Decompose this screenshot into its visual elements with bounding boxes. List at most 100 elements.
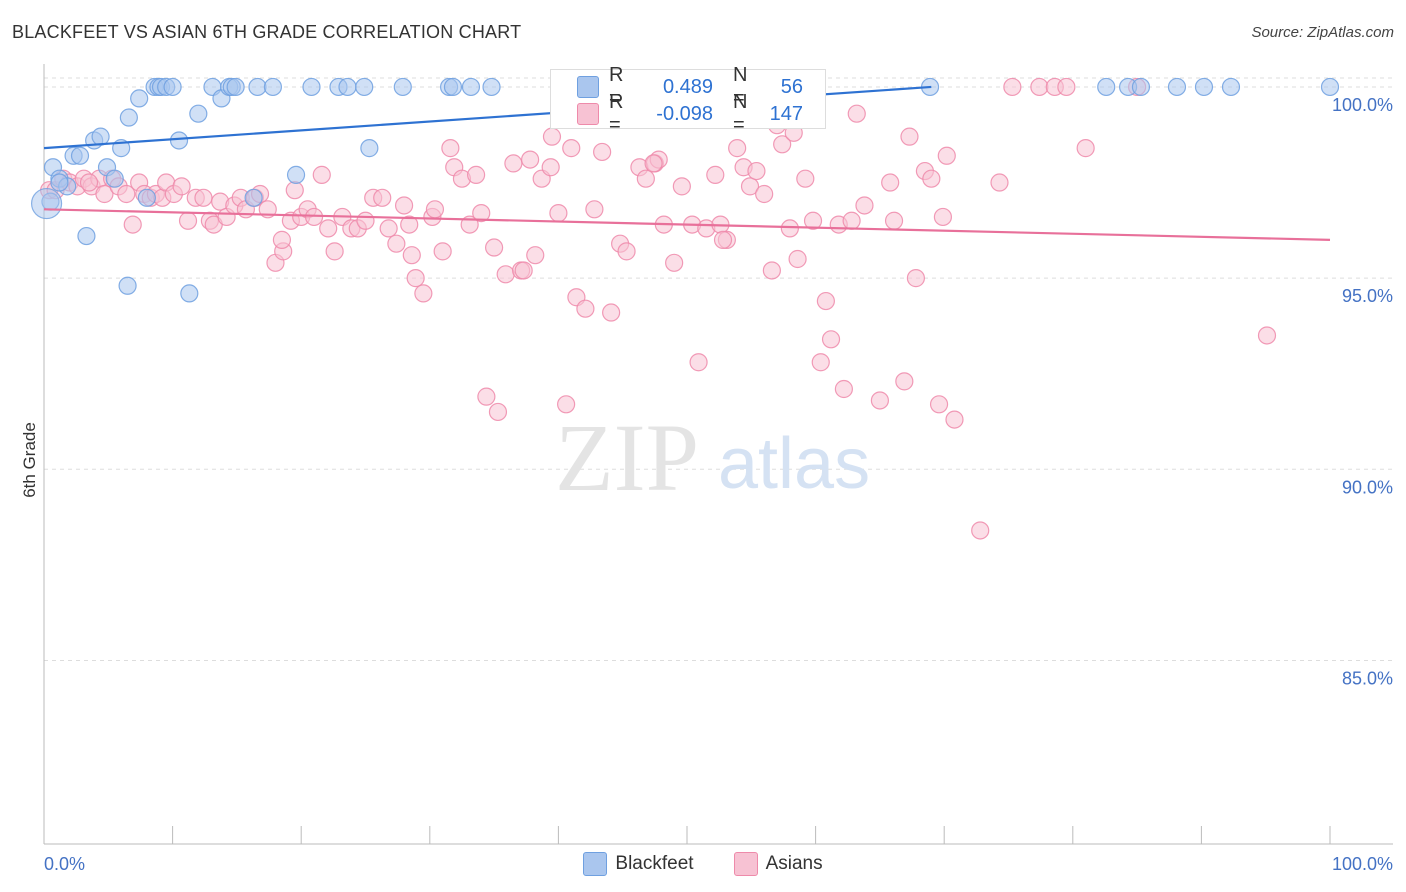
asians-point	[881, 173, 900, 192]
blackfeet-point	[77, 226, 96, 246]
asians-point	[1030, 77, 1049, 97]
asians-point	[895, 372, 914, 391]
blackfeet-point	[355, 77, 374, 97]
blackfeet-point	[248, 77, 267, 97]
asians-point	[285, 181, 304, 200]
stats-n-value: 56	[780, 75, 803, 98]
blackfeet-point	[360, 139, 379, 158]
asians-point	[425, 200, 445, 219]
asians-point	[593, 142, 612, 162]
stats-swatch-asians	[577, 103, 599, 125]
asians-point	[79, 173, 99, 192]
blackfeet-point	[1320, 77, 1340, 97]
blackfeet-point	[1221, 77, 1241, 97]
asians-point	[414, 284, 433, 303]
stats-n-label: N =	[733, 64, 748, 109]
x-tick-label-max: 100.0%	[1332, 854, 1393, 874]
asians-point	[477, 387, 496, 406]
blackfeet-point	[169, 131, 189, 150]
asians-point	[945, 410, 964, 429]
blackfeet-point	[482, 77, 501, 97]
asians-point	[884, 211, 904, 230]
asians-point	[496, 265, 515, 284]
asians-point	[95, 184, 114, 204]
blackfeet-point	[338, 77, 357, 97]
blackfeet-point	[226, 77, 245, 97]
legend-swatch-blackfeet	[583, 852, 608, 876]
legend: Blackfeet Asians	[0, 852, 1406, 876]
asians-point	[272, 230, 292, 249]
watermark-zip: ZIP	[555, 404, 699, 511]
y-tick-label: 95.0%	[1342, 286, 1393, 306]
y-tick-label: 85.0%	[1342, 668, 1393, 688]
blackfeet-point	[263, 77, 283, 97]
blackfeet-point	[286, 165, 306, 184]
blackfeet-point	[443, 77, 463, 97]
asians-point	[319, 219, 338, 238]
source-note: Source: ZipAtlas.com	[1251, 24, 1394, 41]
legend-item-blackfeet[interactable]: Blackfeet	[583, 852, 694, 876]
asians-point	[706, 165, 725, 184]
blackfeet-point	[1097, 77, 1116, 97]
legend-swatch-asians	[733, 852, 758, 876]
asians-point	[922, 169, 941, 188]
grid-layer	[44, 77, 1393, 661]
asians-point	[504, 154, 523, 173]
blackfeet-point	[130, 89, 149, 108]
blackfeet-point	[50, 173, 69, 192]
asians-point	[762, 261, 781, 280]
blackfeet-point	[30, 187, 63, 220]
legend-label-asians: Asians	[765, 853, 823, 874]
stats-r-label: R =	[609, 64, 624, 109]
blackfeet-point	[461, 77, 481, 97]
asians-point	[796, 169, 815, 188]
blackfeet-point	[70, 146, 90, 165]
stats-box: R = 0.489 N = 56 R = -0.098 N = 147	[550, 64, 826, 136]
asians-point	[488, 402, 508, 422]
asians-point	[576, 299, 595, 318]
asians-point	[773, 135, 792, 154]
asians-point	[1257, 326, 1277, 345]
blackfeet-point	[1194, 77, 1214, 97]
legend-label-blackfeet: Blackfeet	[615, 853, 694, 874]
asians-point	[526, 246, 545, 265]
asians-point	[780, 219, 799, 238]
blackfeet-point	[119, 108, 138, 127]
x-tick-label-min: 0.0%	[44, 854, 85, 874]
stats-swatch-blackfeet	[577, 76, 599, 98]
asians-point	[906, 269, 926, 288]
asians-point	[636, 169, 655, 188]
asians-point	[585, 200, 604, 219]
asians-point	[644, 154, 663, 173]
asians-point	[541, 158, 560, 177]
legend-item-asians[interactable]: Asians	[733, 852, 823, 876]
asians-point	[740, 177, 760, 196]
asians-point	[747, 161, 766, 181]
asians-point	[937, 146, 956, 165]
asians-point	[485, 238, 504, 257]
asians-point	[665, 253, 684, 272]
asians-point	[172, 177, 191, 196]
asians-point	[402, 246, 421, 265]
stats-r-value: 0.489	[662, 75, 713, 98]
stats-n-value: 147	[769, 102, 803, 125]
asians-point	[617, 242, 636, 261]
asians-point	[755, 184, 774, 204]
asians-point	[356, 211, 375, 230]
asians-point	[123, 215, 142, 234]
blackfeet-point	[137, 188, 156, 207]
asians-point	[602, 303, 621, 322]
asians-point	[842, 211, 861, 230]
stats-r-value: -0.098	[656, 102, 713, 125]
watermark-atlas: atlas	[718, 424, 870, 504]
asians-point	[549, 204, 568, 223]
asians-trend-line	[43, 208, 1331, 241]
blackfeet-point	[180, 284, 199, 303]
blackfeet-point	[244, 188, 263, 207]
asians-point	[803, 211, 823, 230]
watermark: ZIP atlas	[555, 404, 870, 511]
y-tick-label: 90.0%	[1342, 477, 1393, 497]
y-axis-label: 6th Grade	[20, 422, 39, 498]
chart-title: BLACKFEET VS ASIAN 6TH GRADE CORRELATION…	[12, 22, 522, 42]
asians-point	[929, 395, 949, 414]
